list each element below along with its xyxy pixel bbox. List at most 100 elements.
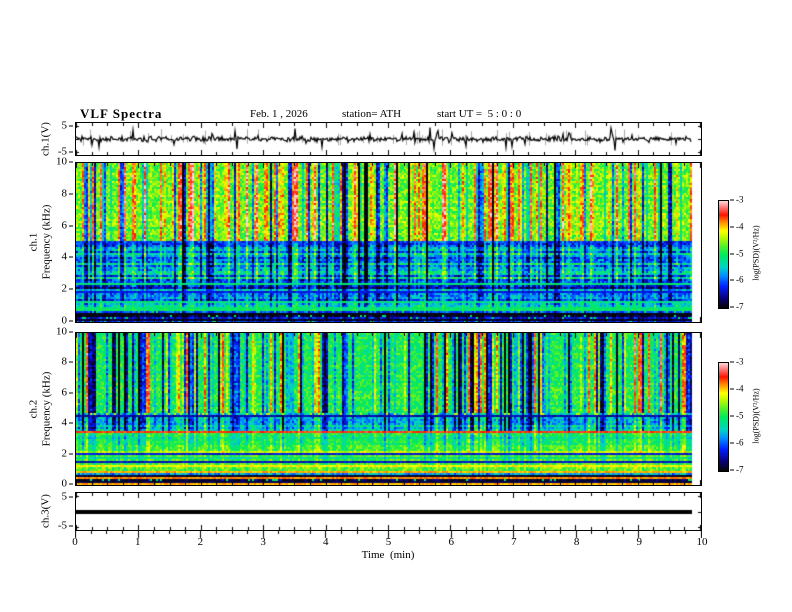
colorbar-ch1	[718, 200, 729, 309]
xtick-label: 1	[134, 536, 141, 548]
ytick: -5	[58, 146, 73, 157]
ytick-label: 0	[61, 314, 68, 327]
ytick: 5	[61, 119, 73, 132]
tick-mark	[69, 151, 73, 153]
ytick-label: 5	[61, 119, 68, 132]
ytick-label: 2	[61, 447, 68, 460]
tick-mark	[69, 496, 73, 498]
tick-mark	[69, 331, 73, 333]
ch3-waveform-panel	[75, 492, 702, 531]
ytick: 10	[56, 155, 73, 168]
x-axis-ticks	[75, 531, 702, 539]
ytick-label: -5	[57, 519, 67, 532]
cbar-tick: -6	[730, 438, 744, 448]
ch3-waveform-canvas	[76, 493, 701, 530]
ytick-label: 8	[61, 187, 68, 200]
ytick: -5	[57, 519, 73, 532]
tick-mark	[69, 320, 73, 322]
tick-mark	[730, 361, 734, 363]
ytick-label: 6	[61, 219, 68, 232]
ch1-spectrogram-panel	[75, 162, 702, 323]
ytick-label: 6	[61, 386, 68, 399]
ytick-label: 2	[61, 282, 68, 295]
tick-mark	[69, 361, 73, 363]
tick-mark	[69, 525, 73, 527]
cbar-tick: -6	[730, 274, 744, 285]
ytick-label: 4	[61, 416, 68, 429]
tick-mark	[730, 415, 734, 417]
header-station: station= ATH	[342, 108, 402, 120]
tick-mark	[730, 469, 734, 471]
xtick-label: 8	[573, 536, 580, 548]
ytick: 10	[56, 325, 73, 338]
tick-mark	[730, 388, 734, 390]
tick-mark	[730, 442, 734, 444]
x-axis-tick-labels: 0 1 2 3 4 5 6 7 8 9 10	[72, 536, 707, 551]
xtick-label: 10	[696, 536, 708, 548]
ytick: 8	[61, 187, 73, 200]
xtick-label: 3	[260, 536, 266, 548]
cbar-tick-label: -5	[736, 248, 744, 258]
ytick: 8	[61, 355, 73, 368]
tick-mark	[69, 125, 73, 127]
cbar-tick-label: -7	[736, 301, 744, 312]
ch2-spectrogram-panel	[75, 332, 702, 486]
tick-mark	[69, 161, 73, 163]
ytick: 6	[61, 219, 73, 232]
ch1-waveform-panel	[75, 122, 702, 156]
xtick-label: 6	[448, 536, 454, 548]
xtick-label: 5	[385, 536, 392, 548]
cbar-tick-label: -5	[736, 410, 744, 421]
ch3-wave-yticks: 5 -5	[40, 490, 73, 532]
ch2-spec-yticks: 10 8 6 4 2 0	[40, 326, 73, 489]
cbar-tick: -5	[730, 249, 744, 258]
ch2-spec-ylabel-ch: ch.2	[27, 399, 40, 419]
header-date: Feb. 1 , 2026	[250, 108, 308, 120]
ytick-label: 0	[61, 477, 68, 490]
xtick-label: 4	[323, 536, 329, 548]
colorbar-ch2-ticks: -3 -4 -5 -6 -7	[730, 357, 754, 474]
ytick: 2	[61, 447, 73, 460]
ytick-label: 4	[61, 250, 68, 263]
cbar-tick-label: -3	[736, 356, 744, 367]
ch1-wave-yticks: 5 -5	[40, 119, 73, 157]
cbar-tick: -7	[730, 465, 744, 475]
tick-mark	[69, 256, 73, 258]
colorbar-ch1-label: log(PSD)(V²/Hz)	[751, 225, 761, 281]
ytick-label: -5	[57, 145, 67, 158]
ch1-spec-ylabel-ch: ch.1	[27, 232, 40, 252]
colorbar-ch2	[718, 362, 729, 472]
cbar-tick: -4	[730, 222, 744, 231]
cbar-tick-label: -4	[736, 383, 744, 394]
cbar-tick-label: -3	[736, 194, 744, 205]
xtick-label: 9	[636, 536, 643, 548]
tick-mark	[730, 199, 734, 201]
ch1-waveform-canvas	[76, 123, 701, 155]
tick-mark	[730, 279, 734, 281]
ch2-spectrogram-canvas	[76, 333, 701, 485]
ytick-label: 5	[61, 490, 68, 503]
ytick-label: 10	[56, 155, 67, 168]
xtick-label: 0	[72, 536, 78, 548]
tick-mark	[69, 483, 73, 485]
cbar-tick: -4	[730, 383, 744, 394]
ch1-spectrogram-canvas	[76, 163, 701, 322]
page-title: VLF Spectra	[80, 106, 163, 121]
cbar-tick: -5	[730, 410, 744, 421]
tick-mark	[69, 193, 73, 195]
colorbar-ch2-label: log(PSD)(V²/Hz)	[751, 388, 761, 444]
cbar-tick: -7	[730, 301, 744, 312]
cbar-tick: -3	[730, 194, 744, 205]
cbar-tick: -3	[730, 356, 744, 367]
ytick: 4	[61, 416, 73, 429]
cbar-tick-label: -6	[736, 274, 744, 285]
colorbar-ch1-ticks: -3 -4 -5 -6 -7	[730, 195, 754, 311]
x-axis-title: Time (min)	[361, 549, 415, 561]
ytick: 0	[61, 477, 73, 490]
ytick: 6	[61, 386, 73, 399]
tick-mark	[69, 392, 73, 394]
tick-mark	[730, 306, 734, 308]
ytick-label: 10	[56, 325, 67, 338]
tick-mark	[730, 226, 734, 228]
ytick-label: 8	[61, 355, 68, 368]
